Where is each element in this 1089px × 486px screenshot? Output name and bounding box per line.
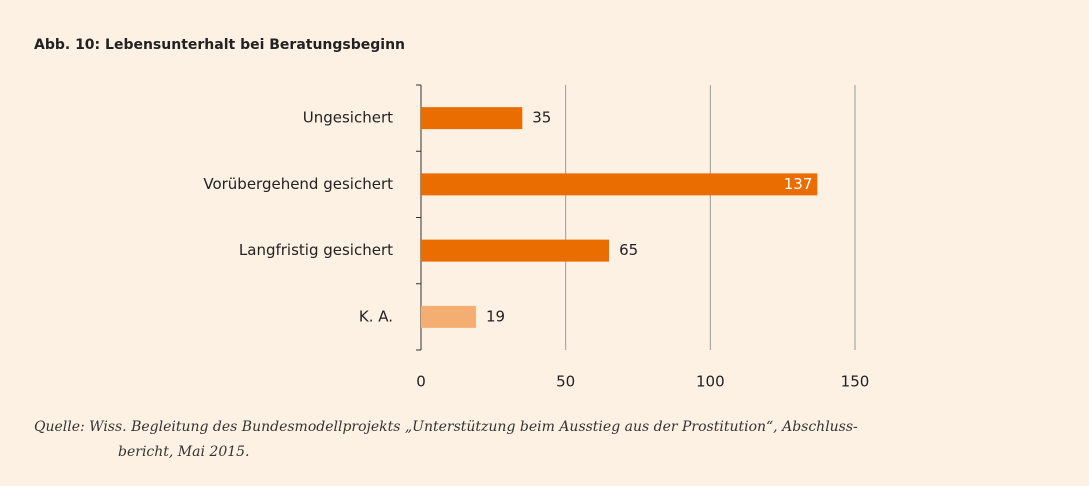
source: Quelle: Wiss. Begleitung des Bundesmodel…	[34, 419, 858, 435]
y-tick-label: K. A.	[359, 307, 393, 325]
chart-title: Abb. 10: Lebensunterhalt bei Beratungsbe…	[34, 37, 405, 53]
y-tick-label: Vorübergehend gesichert	[203, 175, 393, 193]
bar	[421, 173, 818, 196]
source: bericht, Mai 2015.	[118, 444, 250, 460]
bar	[421, 107, 523, 130]
y-tick-label: Langfristig gesichert	[239, 241, 393, 259]
x-tick-label: 150	[841, 373, 870, 391]
data-label: 137	[784, 175, 813, 193]
bar	[421, 239, 610, 262]
bar	[421, 305, 476, 328]
data-label: 35	[532, 109, 551, 127]
x-tick-label: 0	[416, 373, 426, 391]
x-tick-label: 100	[696, 373, 725, 391]
y-tick-label: Ungesichert	[303, 109, 393, 127]
data-label: 19	[486, 307, 505, 325]
data-label: 65	[619, 241, 638, 259]
x-tick-label: 50	[556, 373, 575, 391]
